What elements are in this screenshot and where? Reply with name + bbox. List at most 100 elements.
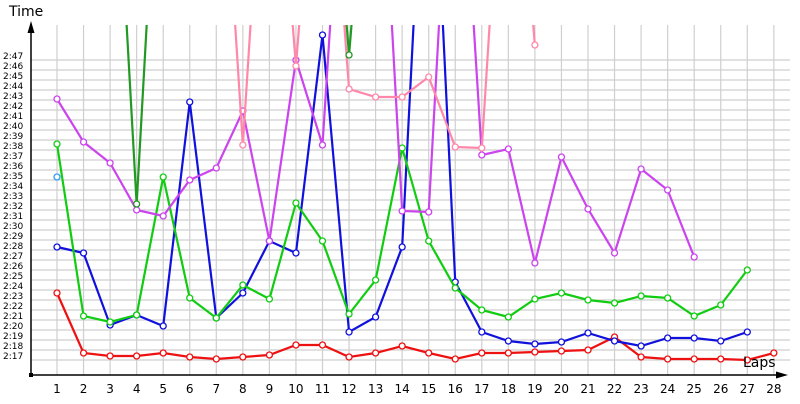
- y-tick-label: 2:23: [3, 292, 23, 302]
- data-point-marker: [664, 355, 672, 363]
- data-point-marker: [318, 31, 327, 39]
- x-axis-arrow-icon: [776, 371, 788, 379]
- x-tick-label: 11: [315, 382, 330, 396]
- y-tick-label: 2:36: [3, 162, 23, 172]
- data-point-marker: [318, 237, 327, 245]
- data-point-marker: [398, 93, 406, 101]
- x-tick-label: 23: [633, 382, 648, 396]
- series-pink: [234, 25, 539, 152]
- y-axis-tick-labels: 2:172:182:192:202:212:222:232:242:252:26…: [3, 52, 23, 362]
- data-point-marker: [425, 237, 433, 245]
- data-point-marker: [292, 249, 300, 257]
- data-point-marker: [531, 295, 539, 303]
- data-point-marker: [345, 328, 353, 336]
- data-point-marker: [265, 351, 274, 359]
- data-point-marker: [743, 356, 751, 364]
- data-point-marker: [584, 329, 592, 337]
- data-point-marker: [79, 312, 88, 320]
- data-point-marker: [504, 337, 513, 345]
- data-point-marker: [531, 348, 539, 356]
- data-point-marker: [371, 276, 380, 284]
- data-point-marker: [292, 62, 300, 70]
- data-point-marker: [425, 208, 433, 216]
- axes: [27, 21, 788, 379]
- data-point-marker: [292, 341, 300, 349]
- y-tick-label: 2:46: [3, 62, 23, 72]
- origin-marker: [29, 373, 33, 377]
- y-tick-label: 2:38: [3, 142, 23, 152]
- data-point-marker: [584, 205, 592, 213]
- x-tick-label: 22: [607, 382, 622, 396]
- y-tick-label: 2:24: [3, 282, 23, 292]
- data-point-marker: [504, 313, 513, 321]
- data-point-marker: [371, 313, 380, 321]
- series-line: [55, 292, 775, 362]
- y-tick-label: 2:35: [3, 172, 23, 182]
- data-point-marker: [106, 318, 114, 326]
- x-tick-label: 25: [687, 382, 702, 396]
- data-point-marker: [132, 200, 141, 208]
- data-point-marker: [265, 295, 274, 303]
- y-tick-label: 2:40: [3, 122, 23, 132]
- series-dark-green: [125, 25, 353, 208]
- x-tick-label: 8: [239, 382, 247, 396]
- series-light-blue: [53, 173, 61, 181]
- data-point-marker: [345, 353, 353, 361]
- data-point-marker: [478, 349, 486, 357]
- data-point-marker: [186, 294, 194, 302]
- x-tick-label: 2: [80, 382, 88, 396]
- data-point-marker: [398, 144, 406, 152]
- data-point-marker: [637, 165, 645, 173]
- data-point-marker: [610, 299, 619, 307]
- data-point-marker: [159, 322, 167, 330]
- x-axis-title: Laps: [743, 355, 776, 371]
- y-tick-label: 2:29: [3, 232, 23, 242]
- data-point-marker: [743, 266, 751, 274]
- y-tick-label: 2:26: [3, 262, 23, 272]
- x-tick-label: 4: [133, 382, 141, 396]
- data-point-marker: [345, 310, 353, 318]
- y-tick-label: 2:21: [3, 312, 23, 322]
- data-point-marker: [557, 153, 566, 161]
- y-tick-label: 2:30: [3, 222, 23, 232]
- data-point-marker: [159, 173, 167, 181]
- y-tick-label: 2:47: [3, 52, 23, 62]
- x-tick-label: 26: [713, 382, 728, 396]
- data-point-marker: [717, 337, 725, 345]
- x-tick-label: 7: [212, 382, 220, 396]
- data-point-marker: [717, 355, 725, 363]
- data-point-marker: [53, 289, 61, 297]
- data-point-marker: [425, 349, 433, 357]
- y-tick-label: 2:27: [3, 252, 23, 262]
- x-tick-label: 24: [660, 382, 675, 396]
- data-point-marker: [212, 355, 220, 363]
- data-point-marker: [53, 173, 61, 181]
- data-point-marker: [504, 349, 513, 357]
- data-point-marker: [212, 314, 220, 322]
- y-tick-label: 2:37: [3, 152, 23, 162]
- y-tick-label: 2:22: [3, 302, 23, 312]
- data-point-marker: [132, 311, 141, 319]
- data-point-marker: [451, 143, 459, 151]
- data-point-marker: [610, 337, 619, 345]
- y-tick-label: 2:44: [3, 82, 23, 92]
- data-point-marker: [398, 342, 406, 350]
- data-point-marker: [664, 294, 672, 302]
- data-point-marker: [531, 340, 539, 348]
- data-point-marker: [345, 85, 353, 93]
- y-tick-label: 2:43: [3, 92, 23, 102]
- data-point-marker: [610, 249, 619, 257]
- series-blue: [53, 25, 751, 350]
- x-tick-label: 5: [159, 382, 167, 396]
- y-tick-label: 2:18: [3, 342, 23, 352]
- data-point-marker: [239, 289, 247, 297]
- data-point-marker: [345, 51, 353, 59]
- y-tick-label: 2:28: [3, 242, 23, 252]
- series-green: [53, 140, 751, 326]
- data-point-marker: [159, 212, 167, 220]
- data-point-marker: [637, 353, 645, 361]
- y-tick-label: 2:42: [3, 102, 23, 112]
- data-point-marker: [371, 93, 380, 101]
- data-point-marker: [451, 284, 459, 292]
